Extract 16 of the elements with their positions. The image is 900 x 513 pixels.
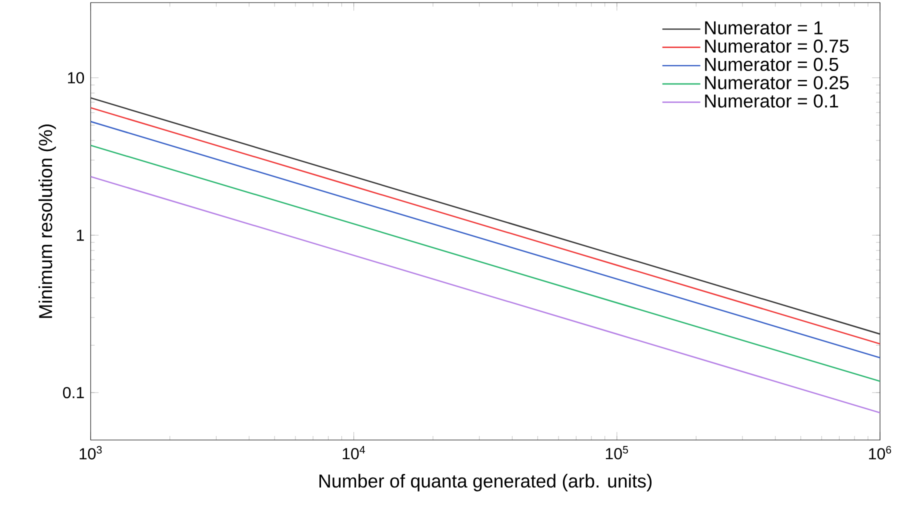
legend-label: Numerator = 1 xyxy=(705,21,823,34)
y-tick-label: 1 xyxy=(76,230,84,241)
y-axis-title: Minimum resolution (%) xyxy=(38,124,56,318)
legend-label: Numerator = 0.1 xyxy=(705,94,838,108)
line-series xyxy=(90,144,880,382)
y-tick-label: 0.1 xyxy=(63,386,84,398)
x-axis-title: Number of quanta generated (arb. units) xyxy=(319,474,652,492)
x-tick-label: 10$^{4}$ xyxy=(342,446,366,460)
x-tick-label: 10$^{3}$ xyxy=(80,446,102,460)
y-tick-label: 10 xyxy=(68,72,84,84)
legend-label: Numerator = 0.75 xyxy=(705,39,849,53)
legend-label: Numerator = 0.25 xyxy=(705,76,849,90)
x-tick-label: 10$^{5}$ xyxy=(606,446,628,460)
line-series xyxy=(90,176,880,414)
x-tick-label: 10$^{6}$ xyxy=(869,446,892,460)
legend-label: Numerator = 0.5 xyxy=(705,58,838,71)
